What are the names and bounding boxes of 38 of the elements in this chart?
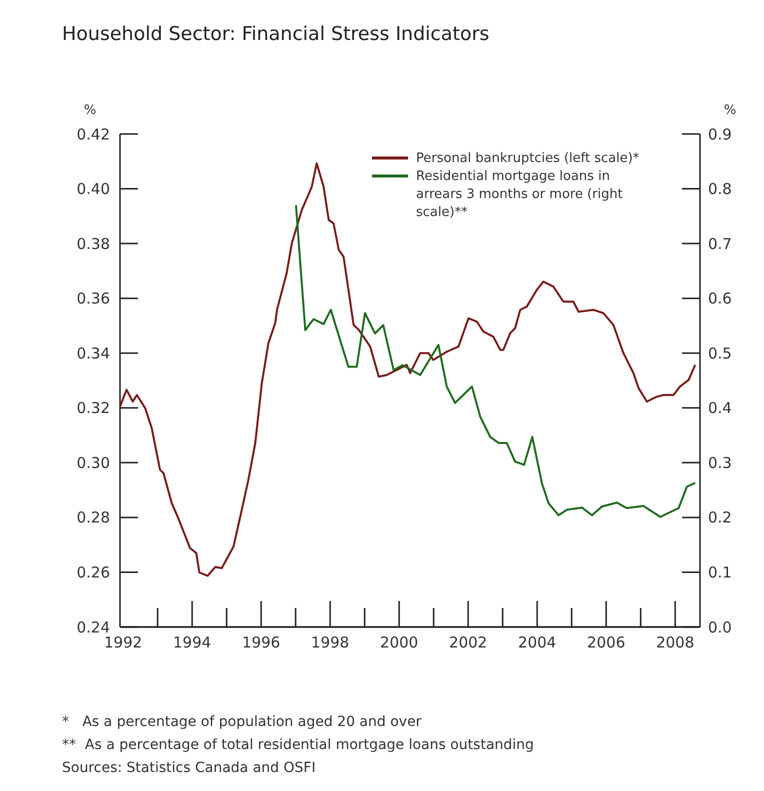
y2-tick-label: 0.3 (708, 454, 732, 472)
y2-tick-label: 0.1 (708, 563, 732, 582)
y-tick-label: 0.32 (76, 399, 110, 418)
text: * As a percentage of population aged 20 and over (62, 714, 422, 730)
y-tick-label: 0.26 (76, 563, 110, 582)
y-tick-label: 0.36 (76, 290, 110, 308)
y-tick-label: 0.42 (76, 125, 110, 144)
y-axis-title: % (84, 103, 96, 118)
y-tick-label: 0.24 (76, 618, 110, 636)
x-tick-label: 2000 (380, 634, 418, 652)
x-tick-label: 1996 (242, 634, 280, 652)
y2-tick-label: 0.9 (708, 125, 732, 144)
y2-tick-label: 0.6 (708, 290, 732, 308)
y2-tick-label: 0.2 (708, 508, 732, 527)
y2-tick-label: 0.8 (708, 180, 732, 198)
y2-tick-label: 0.5 (708, 344, 732, 362)
x-tick-label: 1992 (104, 634, 142, 652)
y2-tick-label: 0.7 (708, 234, 732, 253)
text: ** As a percentage of total residential mortgage loans outstanding (62, 737, 534, 753)
chart-title: Household Sector: Financial Stress Indicators (62, 23, 490, 45)
y2-tick-label: 0.4 (708, 399, 732, 418)
x-tick-label: 1998 (311, 634, 350, 652)
x-tick-label: 2004 (518, 634, 556, 652)
y-tick-label: 0.34 (76, 344, 110, 362)
x-tick-label: 2006 (587, 634, 626, 652)
legend-label: Personal bankruptcies (left scale)* (416, 151, 640, 166)
source-note: Sources: Statistics Canada and OSFI (62, 760, 316, 776)
x-tick-label: 1994 (173, 634, 212, 652)
y2-tick-label: 0.0 (708, 618, 732, 636)
legend-label: Residential mortgage loans in arrears 3 months or more (right scale)** (416, 169, 623, 220)
y-tick-label: 0.30 (76, 454, 110, 472)
y-tick-label: 0.40 (76, 180, 110, 198)
line-series (294, 204, 696, 518)
y2-axis-title: % (724, 103, 736, 118)
x-tick-label: 2008 (656, 634, 694, 652)
y-tick-label: 0.28 (76, 508, 110, 527)
y-tick-label: 0.38 (76, 234, 110, 253)
x-tick-label: 2002 (449, 634, 488, 652)
